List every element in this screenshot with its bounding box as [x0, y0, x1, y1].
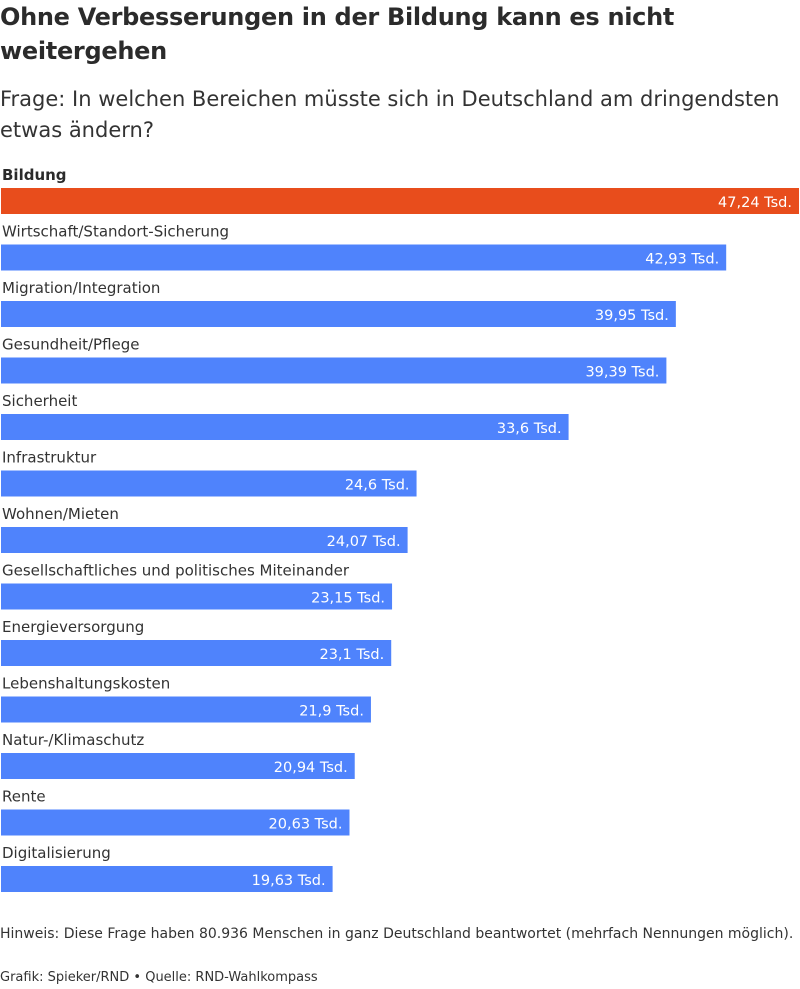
category-label: Migration/Integration	[2, 279, 160, 297]
bar	[1, 753, 355, 779]
bar	[1, 244, 727, 271]
category-label: Gesundheit/Pflege	[2, 336, 140, 354]
bar	[1, 866, 333, 892]
bar	[1, 301, 676, 327]
bar	[1, 527, 408, 553]
value-label: 19,63 Tsd.	[252, 873, 326, 889]
bar	[1, 696, 371, 723]
value-label: 39,95 Tsd.	[595, 308, 669, 324]
value-label: 20,63 Tsd.	[269, 817, 343, 833]
credits: Grafik: Spieker/RND • Quelle: RND-Wahlko…	[0, 970, 318, 985]
value-label: 23,15 Tsd.	[311, 591, 385, 607]
chart-subtitle: Frage: In welchen Bereichen müsste sich …	[0, 87, 780, 142]
category-label: Natur-/Klimaschutz	[2, 731, 144, 749]
bar	[1, 640, 392, 666]
chart-title: Ohne Verbesserungen in der Bildung kann …	[0, 3, 675, 65]
bar	[1, 809, 350, 836]
bar-chart: Bildung 47,24 Tsd. Wirtschaft/Standort-Sic…	[1, 166, 799, 892]
category-label: Sicherheit	[2, 392, 77, 410]
category-label: Digitalisierung	[2, 844, 111, 862]
bar	[1, 357, 667, 384]
value-label: 42,93 Tsd.	[645, 252, 719, 268]
bar	[1, 470, 417, 497]
category-label: Gesellschaftliches und politisches Mitei…	[2, 562, 350, 580]
category-label: Wohnen/Mieten	[2, 505, 119, 523]
bar	[1, 583, 393, 610]
value-label: 20,94 Tsd.	[274, 760, 348, 776]
bar	[1, 414, 569, 440]
value-label: 39,39 Tsd.	[585, 365, 659, 381]
value-label: 24,07 Tsd.	[327, 534, 401, 550]
category-label: Lebenshaltungskosten	[2, 675, 170, 693]
value-label: 21,9 Tsd.	[299, 704, 364, 720]
category-label: Infrastruktur	[2, 449, 97, 467]
value-label: 47,24 Tsd.	[718, 195, 792, 211]
value-label: 33,6 Tsd.	[497, 421, 562, 437]
category-label: Energieversorgung	[2, 618, 144, 636]
value-label: 24,6 Tsd.	[345, 478, 410, 494]
category-label: Wirtschaft/Standort-Sicherung	[2, 223, 229, 241]
bar	[1, 188, 799, 214]
category-label: Bildung	[2, 166, 67, 184]
category-label: Rente	[2, 788, 46, 806]
value-label: 23,1 Tsd.	[319, 647, 384, 663]
footnote: Hinweis: Diese Frage haben 80.936 Mensch…	[0, 926, 794, 942]
